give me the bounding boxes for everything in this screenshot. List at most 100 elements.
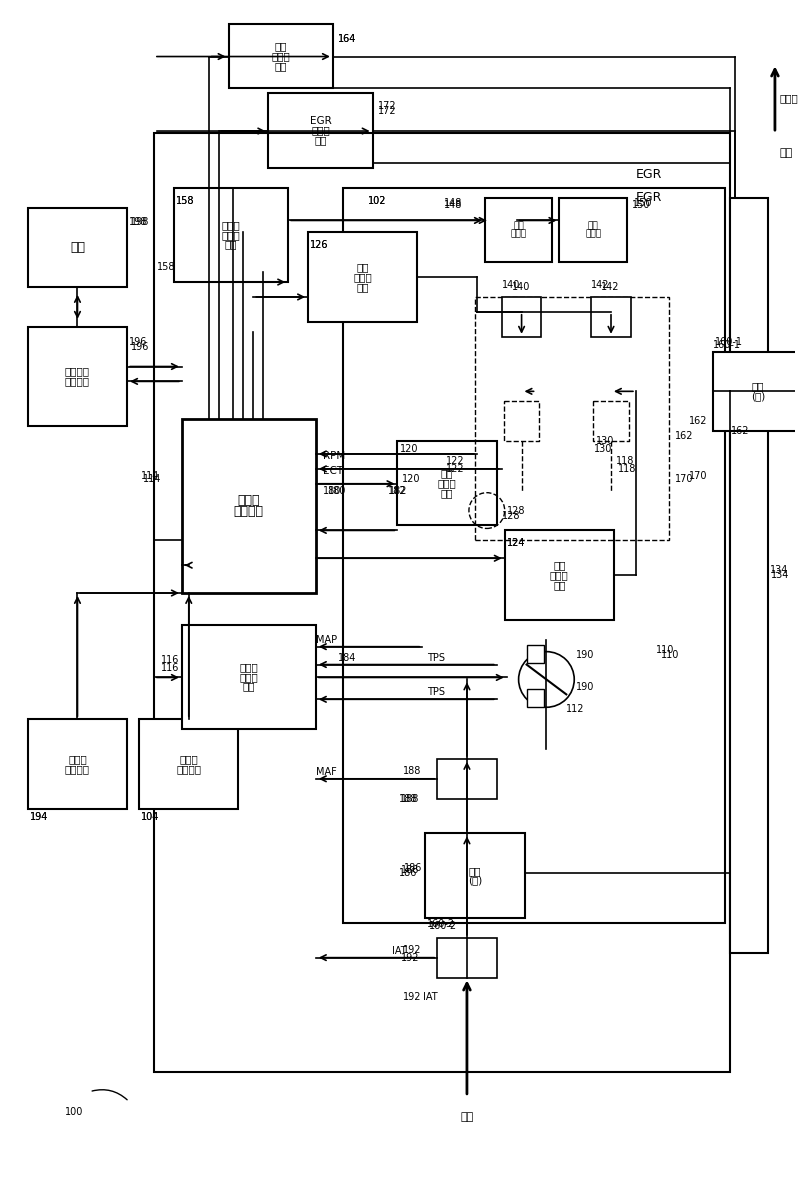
FancyBboxPatch shape <box>182 625 316 730</box>
Text: 汽缸: 汽缸 <box>441 468 454 478</box>
FancyBboxPatch shape <box>398 441 497 526</box>
FancyBboxPatch shape <box>437 759 497 799</box>
Text: 进气: 进气 <box>514 222 524 230</box>
Text: 182: 182 <box>390 485 408 496</box>
Text: 122: 122 <box>446 464 465 474</box>
Text: MAF: MAF <box>316 766 337 777</box>
Text: 180: 180 <box>323 485 342 496</box>
Text: 188: 188 <box>403 765 422 776</box>
Text: 致动器: 致动器 <box>354 272 372 283</box>
Text: 198: 198 <box>129 217 147 228</box>
Text: 120: 120 <box>400 443 419 454</box>
Text: 104: 104 <box>141 812 159 821</box>
Text: 点火: 点火 <box>356 262 369 273</box>
Text: 模块: 模块 <box>356 281 369 292</box>
Text: 186: 186 <box>404 863 422 874</box>
Text: 172: 172 <box>378 101 396 111</box>
Text: 164: 164 <box>338 33 356 44</box>
Text: 120: 120 <box>402 473 421 484</box>
Text: 114: 114 <box>142 473 161 484</box>
Text: 控制模块: 控制模块 <box>234 505 264 519</box>
FancyBboxPatch shape <box>730 198 768 952</box>
Text: 电机: 电机 <box>70 241 85 254</box>
Text: 148: 148 <box>444 199 462 210</box>
Text: 排气门: 排气门 <box>780 93 798 104</box>
Text: 182: 182 <box>387 485 406 496</box>
Text: 142: 142 <box>601 283 619 292</box>
FancyBboxPatch shape <box>502 297 542 336</box>
FancyBboxPatch shape <box>526 645 545 663</box>
Text: 142: 142 <box>591 280 610 290</box>
FancyBboxPatch shape <box>28 327 127 426</box>
Text: 158: 158 <box>176 195 194 205</box>
Text: 170: 170 <box>675 473 694 484</box>
Text: 172: 172 <box>378 106 396 116</box>
FancyBboxPatch shape <box>485 198 552 262</box>
Text: 196: 196 <box>129 336 147 347</box>
Text: 160-2: 160-2 <box>429 921 458 931</box>
Text: 致动器: 致动器 <box>222 230 240 240</box>
Text: 190: 190 <box>576 650 594 659</box>
Text: 192: 192 <box>402 993 422 1002</box>
Text: 164: 164 <box>338 33 356 44</box>
Text: 致动器: 致动器 <box>311 125 330 136</box>
Text: 混合动力: 混合动力 <box>65 367 90 377</box>
Text: 148: 148 <box>444 198 462 207</box>
Text: 废气: 废气 <box>780 148 793 157</box>
Text: 126: 126 <box>310 241 329 250</box>
Text: 160-1: 160-1 <box>714 340 742 349</box>
FancyBboxPatch shape <box>182 420 316 592</box>
Text: 198: 198 <box>131 217 150 228</box>
Text: 相位器: 相位器 <box>585 230 601 238</box>
Text: 180: 180 <box>328 485 346 496</box>
Text: 162: 162 <box>675 432 694 441</box>
Text: EGR: EGR <box>310 116 331 126</box>
Text: IAT: IAT <box>393 945 407 956</box>
Text: 134: 134 <box>770 565 788 576</box>
Text: 196: 196 <box>131 342 150 352</box>
Text: 模块: 模块 <box>553 579 566 590</box>
Text: 128: 128 <box>506 505 525 516</box>
FancyBboxPatch shape <box>559 198 627 262</box>
Text: 162: 162 <box>689 416 707 427</box>
Text: 186: 186 <box>401 865 419 875</box>
Text: 模块: 模块 <box>441 488 454 498</box>
FancyBboxPatch shape <box>308 232 418 322</box>
Text: 致动器: 致动器 <box>550 570 569 581</box>
Text: 116: 116 <box>162 654 180 665</box>
Text: 124: 124 <box>506 539 525 548</box>
Text: 160-1: 160-1 <box>715 336 743 347</box>
Text: 102: 102 <box>367 195 386 205</box>
Text: 188: 188 <box>399 794 418 803</box>
Text: 158: 158 <box>176 195 194 205</box>
Text: ECT: ECT <box>323 466 343 476</box>
FancyBboxPatch shape <box>591 297 631 336</box>
Text: 涡轮: 涡轮 <box>752 381 764 391</box>
Text: 模块: 模块 <box>274 61 287 70</box>
Text: 发动机: 发动机 <box>238 493 260 507</box>
Text: IAT: IAT <box>422 993 437 1002</box>
Text: 194: 194 <box>30 812 48 821</box>
Text: 116: 116 <box>162 663 180 672</box>
Text: 涡轮: 涡轮 <box>469 865 481 876</box>
Text: 124: 124 <box>506 539 525 548</box>
Text: 排气: 排气 <box>588 222 598 230</box>
Text: 112: 112 <box>566 704 585 714</box>
Text: 110: 110 <box>661 650 679 659</box>
Text: 188: 188 <box>401 794 419 803</box>
Text: 110: 110 <box>656 645 674 654</box>
Text: TPS: TPS <box>427 688 446 697</box>
Text: 114: 114 <box>141 471 159 480</box>
FancyBboxPatch shape <box>268 93 373 168</box>
Text: 致动器: 致动器 <box>239 672 258 682</box>
Text: 驾驶员: 驾驶员 <box>179 755 198 764</box>
Text: 160-2: 160-2 <box>427 919 455 929</box>
Text: 增压: 增压 <box>274 42 287 51</box>
Text: 162: 162 <box>731 426 750 436</box>
Text: 燃料: 燃料 <box>553 560 566 571</box>
Text: TPS: TPS <box>427 652 446 663</box>
Text: EGR: EGR <box>636 168 662 181</box>
Text: 186: 186 <box>399 868 418 879</box>
Text: 140: 140 <box>512 283 530 292</box>
Text: 150: 150 <box>634 198 652 207</box>
